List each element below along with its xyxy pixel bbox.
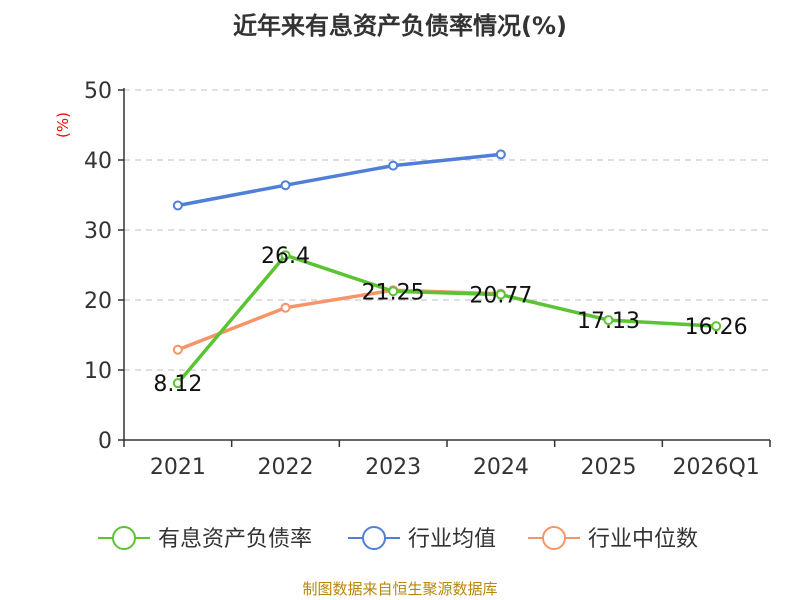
x-tick-label: 2021 bbox=[150, 455, 206, 480]
series-2 bbox=[172, 285, 506, 355]
y-tick-label: 40 bbox=[84, 149, 112, 174]
data-point bbox=[172, 344, 183, 355]
data-point bbox=[603, 315, 614, 326]
data-point bbox=[280, 180, 291, 191]
data-labels: 8.12 26.4 21.25 20.77 17.13 16.26 bbox=[153, 244, 747, 397]
legend-label: 行业均值 bbox=[408, 527, 496, 552]
data-point bbox=[280, 302, 291, 313]
chart-title: 近年来有息资产负债率情况(%) bbox=[233, 12, 567, 40]
y-tick-label: 20 bbox=[84, 289, 112, 314]
source-note: 制图数据来自恒生聚源数据库 bbox=[302, 580, 497, 598]
x-tick-label: 2022 bbox=[258, 455, 314, 480]
series-line bbox=[177, 152, 502, 208]
grid-lines bbox=[124, 89, 770, 371]
legend-label: 行业中位数 bbox=[588, 527, 698, 552]
legend-item: 行业均值 bbox=[348, 526, 496, 552]
y-tick-label: 0 bbox=[98, 429, 112, 454]
data-point bbox=[172, 200, 183, 211]
y-axis-label: (%) bbox=[54, 112, 72, 138]
data-point bbox=[388, 160, 399, 171]
legend-item: 有息资产负债率 bbox=[98, 526, 312, 552]
x-tick-label: 2024 bbox=[473, 455, 529, 480]
legend-marker bbox=[112, 526, 136, 550]
data-label: 17.13 bbox=[577, 309, 640, 334]
data-label: 8.12 bbox=[153, 372, 202, 397]
series-0 bbox=[172, 250, 722, 389]
series-1 bbox=[172, 149, 506, 211]
y-tick-label: 10 bbox=[84, 359, 112, 384]
data-point bbox=[280, 250, 291, 261]
data-label: 26.4 bbox=[261, 244, 310, 269]
data-point bbox=[495, 289, 506, 300]
data-label: 20.77 bbox=[469, 284, 532, 309]
legend-marker bbox=[362, 526, 386, 550]
y-tick-label: 50 bbox=[84, 79, 112, 104]
legend: 有息资产负债率 行业均值 行业中位数 bbox=[98, 526, 698, 552]
data-label: 21.25 bbox=[362, 280, 425, 305]
data-point bbox=[172, 378, 183, 389]
y-tick-label: 30 bbox=[84, 219, 112, 244]
series-line bbox=[177, 288, 501, 352]
data-point bbox=[495, 149, 506, 160]
axes: 0 10 20 30 40 50 2021 2022 2023 2024 2025 2026Q1 bbox=[84, 79, 771, 480]
legend-marker bbox=[542, 526, 566, 550]
series-layer bbox=[172, 149, 722, 389]
legend-label: 有息资产负债率 bbox=[158, 527, 312, 552]
x-tick-label: 2026Q1 bbox=[673, 455, 760, 480]
x-tick-label: 2023 bbox=[365, 455, 421, 480]
series-line bbox=[176, 253, 717, 385]
data-point bbox=[388, 286, 399, 297]
data-point bbox=[711, 321, 722, 332]
data-label: 16.26 bbox=[685, 315, 748, 340]
legend-item: 行业中位数 bbox=[528, 526, 698, 552]
x-tick-label: 2025 bbox=[581, 455, 637, 480]
